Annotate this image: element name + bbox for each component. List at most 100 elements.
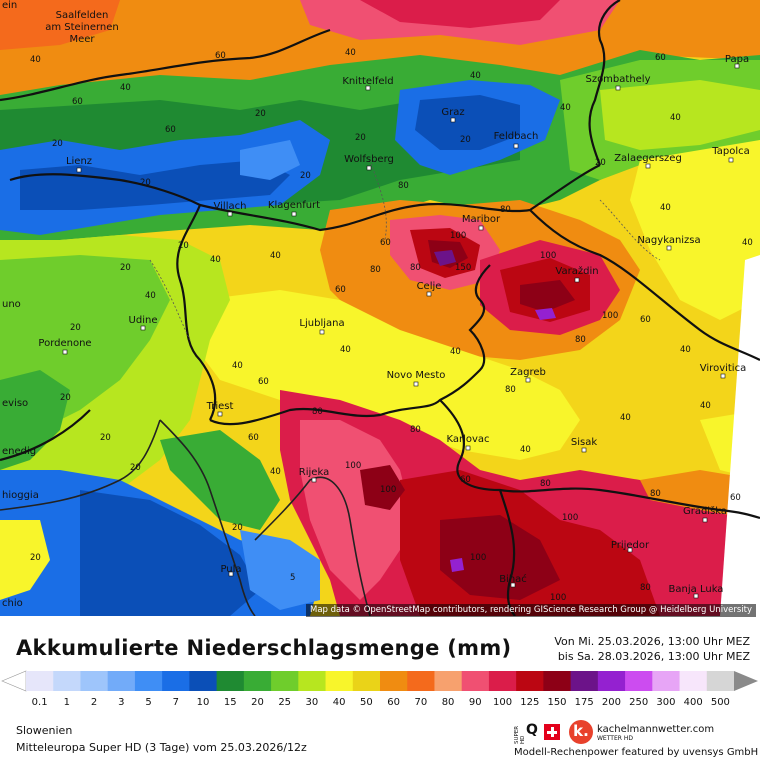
regional-borders: [149, 159, 661, 341]
svg-text:60: 60: [335, 285, 346, 295]
city-saalfelden: Saalfelden am Steinernen Meer: [45, 10, 119, 45]
city-novo-mesto: Novo Mesto: [387, 370, 446, 387]
scale-swatch-2: [80, 671, 109, 691]
field-out-of-domain: [720, 255, 760, 616]
svg-text:Graz: Graz: [441, 107, 464, 118]
city-villach: Villach: [214, 201, 247, 217]
city-nagykanizsa: Nagykanizsa: [637, 235, 701, 251]
map-attribution: Map data © OpenStreetMap contributors, r…: [306, 604, 756, 617]
scale-label-7: 7: [172, 697, 179, 708]
field-hu-lightgreen: [600, 80, 760, 150]
svg-text:40: 40: [340, 345, 351, 355]
svg-text:Virovitica: Virovitica: [700, 363, 746, 374]
scale-label-60: 60: [387, 697, 400, 708]
scale-label-70: 70: [414, 697, 428, 708]
scale-arrow-max: [734, 671, 758, 691]
city-rijeka: Rijeka: [299, 467, 329, 483]
city-ljubljana: Ljubljana: [299, 318, 345, 335]
svg-text:Lienz: Lienz: [66, 156, 92, 167]
city-gradiska: Gradiška: [683, 505, 727, 523]
svg-text:Zagreb: Zagreb: [510, 367, 546, 378]
svg-text:Pordenone: Pordenone: [38, 338, 91, 349]
svg-text:Villach: Villach: [214, 201, 247, 212]
precipitation-map: Saalfelden am Steinernen Meer Knittelfel…: [0, 0, 760, 616]
scale-swatch-0.1: [26, 671, 54, 691]
svg-text:Rijeka: Rijeka: [299, 467, 329, 478]
svg-text:60: 60: [258, 377, 269, 387]
svg-text:80: 80: [410, 263, 421, 273]
city-sisak: Sisak: [571, 437, 597, 453]
svg-text:Novo Mesto: Novo Mesto: [387, 370, 446, 381]
svg-text:20: 20: [300, 171, 311, 181]
scale-label-10: 10: [196, 697, 210, 708]
svg-text:40: 40: [270, 251, 281, 261]
svg-text:20: 20: [595, 158, 606, 168]
city-feldbach: Feldbach: [494, 131, 538, 149]
svg-text:20: 20: [60, 393, 71, 403]
scale-label-5: 5: [145, 697, 152, 708]
map-canvas: Saalfelden am Steinernen Meer Knittelfel…: [0, 0, 760, 616]
svg-text:Klagenfurt: Klagenfurt: [268, 200, 320, 211]
svg-text:60: 60: [165, 125, 176, 135]
city-pula: Pula: [220, 564, 242, 577]
field-hu-yellow: [630, 140, 760, 320]
svg-text:20: 20: [355, 133, 366, 143]
svg-text:Wolfsberg: Wolfsberg: [344, 154, 394, 165]
site-name[interactable]: kachelmannwetter.com: [597, 724, 715, 735]
svg-text:20: 20: [130, 463, 141, 473]
city-varazdin: Varaždin: [555, 265, 599, 283]
svg-text:40: 40: [620, 413, 631, 423]
svg-text:40: 40: [120, 83, 131, 93]
scale-swatch-80: [434, 671, 463, 691]
svg-text:20: 20: [255, 109, 266, 119]
svg-text:Zalaegerszeg: Zalaegerszeg: [614, 153, 682, 164]
svg-text:Prijedor: Prijedor: [611, 540, 650, 551]
svg-text:60: 60: [215, 51, 226, 61]
scale-label-90: 90: [468, 697, 482, 708]
scale-swatch-200: [597, 671, 626, 691]
city-udine: Udine: [129, 315, 157, 331]
svg-text:80: 80: [540, 479, 551, 489]
svg-text:Tapolca: Tapolca: [711, 146, 749, 157]
field-varazdin-deep: [520, 280, 575, 312]
svg-text:60: 60: [730, 493, 741, 503]
scale-label-150: 150: [547, 697, 567, 708]
scale-swatch-150: [543, 671, 572, 691]
period-from: Von Mi. 25.03.2026, 13:00 Uhr MEZ: [554, 635, 750, 648]
scale-label-175: 175: [574, 697, 594, 708]
city-klagenfurt: Klagenfurt: [268, 200, 320, 217]
city-prijedor: Prijedor: [611, 540, 650, 553]
svg-text:20: 20: [52, 139, 63, 149]
swiss-flag-icon: [544, 724, 560, 740]
scale-swatch-50: [352, 671, 381, 691]
svg-text:Saalfelden: Saalfelden: [56, 10, 109, 21]
scale-arrow-min: [1, 670, 27, 692]
field-north-red: [360, 0, 560, 28]
scale-label-500: 500: [710, 697, 730, 708]
svg-text:40: 40: [560, 103, 571, 113]
svg-text:60: 60: [460, 475, 471, 485]
scale-label-200: 200: [601, 697, 621, 708]
national-borders: [0, 0, 760, 616]
city-banja-luka: Banja Luka: [669, 584, 723, 599]
svg-text:Maribor: Maribor: [462, 214, 501, 225]
scale-label-40: 40: [332, 697, 346, 708]
scale-label-2: 2: [90, 697, 98, 708]
kachelmann-logo-icon[interactable]: k.: [569, 720, 593, 744]
city-lienz: Lienz: [66, 156, 92, 173]
scale-swatch-40: [325, 671, 354, 691]
scale-swatch-125: [516, 671, 544, 691]
field-nw-orange: [0, 0, 120, 50]
svg-text:40: 40: [470, 71, 481, 81]
scale-label-50: 50: [360, 697, 373, 708]
field-istria-lightblue: [240, 530, 320, 610]
field-darkblue-graz: [415, 95, 520, 150]
city-graz: Graz: [441, 107, 465, 123]
scale-swatch-175: [570, 671, 599, 691]
site-subtitle: WETTER HD: [597, 735, 633, 742]
scale-label-30: 30: [305, 697, 319, 708]
svg-text:am Steinernen: am Steinernen: [45, 22, 119, 33]
svg-text:40: 40: [700, 401, 711, 411]
scale-swatch-20: [243, 671, 272, 691]
svg-text:80: 80: [312, 407, 323, 417]
